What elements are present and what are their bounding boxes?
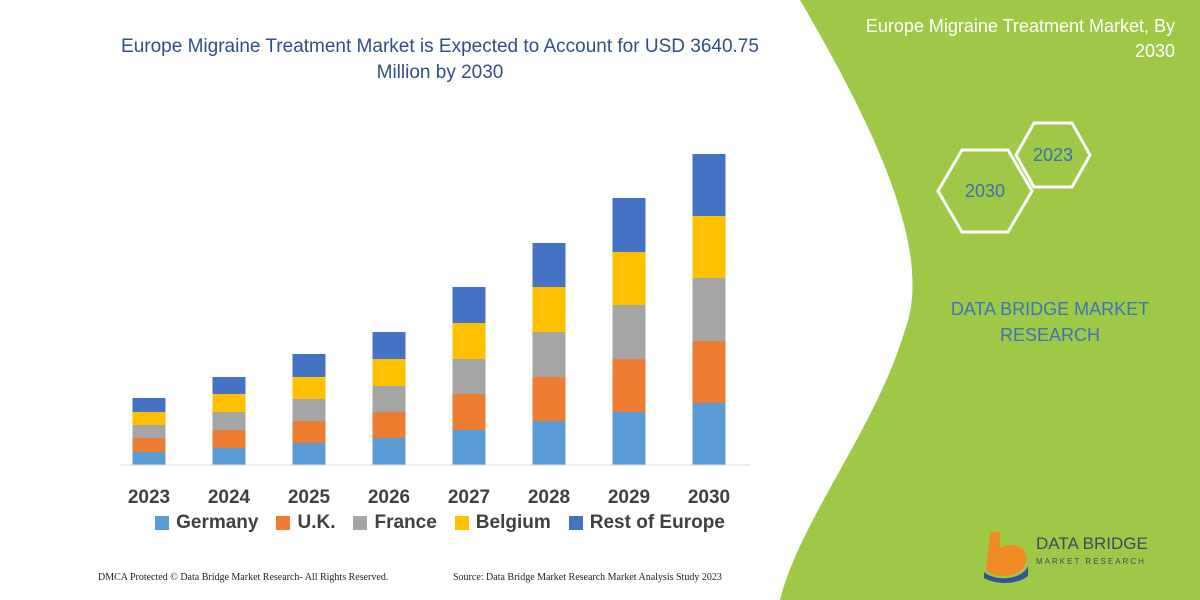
x-tick-label: 2026	[368, 487, 410, 508]
bar-segment	[612, 305, 646, 359]
bar-segment	[372, 438, 406, 465]
bar-segment	[452, 430, 486, 465]
bar-segment	[452, 359, 486, 394]
bar-segment	[292, 354, 326, 377]
hexagon-label: 2023	[1033, 145, 1073, 165]
hexagon-label: 2030	[965, 181, 1005, 201]
legend-swatch	[454, 516, 469, 530]
bar-segment	[372, 359, 406, 386]
panel-title: Europe Migraine Treatment Market, By 203…	[865, 16, 1175, 61]
plot: 2023 2024 2025 2026 2027 2028 2029 2030	[120, 154, 750, 508]
bar-segment	[612, 198, 646, 252]
bar-segment	[292, 399, 326, 421]
bar-segment	[452, 287, 486, 323]
bar-segment	[452, 323, 486, 359]
footer-text: Source: Data Bridge Market Research Mark…	[453, 572, 722, 583]
logo-name: DATA BRIDGE	[1036, 534, 1148, 553]
x-tick-label: 2025	[288, 487, 331, 508]
x-tick-label: 2029	[608, 487, 650, 508]
legend-label: Rest of Europe	[589, 512, 725, 533]
legend-label: Germany	[176, 512, 259, 533]
bar-segment	[132, 425, 166, 438]
bar-segment	[372, 386, 406, 412]
bar-segment	[292, 377, 326, 399]
bar-segment	[372, 412, 406, 438]
bar-segment	[532, 332, 566, 377]
legend-label: France	[374, 512, 437, 533]
bar-segment	[692, 278, 726, 341]
bar-segment	[532, 243, 566, 287]
logo-icon	[984, 566, 1028, 583]
hexagon	[1014, 121, 1092, 189]
legend-item: Germany	[155, 512, 258, 534]
legend-item: U.K.	[276, 512, 335, 534]
green-panel	[780, 0, 1200, 600]
bar-segment	[292, 421, 326, 443]
bar-segment	[612, 252, 646, 305]
bar-segment	[212, 412, 246, 430]
legend-item: Belgium	[454, 512, 551, 534]
x-tick-label: 2024	[208, 487, 251, 508]
x-tick-label: 2023	[128, 487, 170, 508]
bar-segment	[452, 394, 486, 430]
bar-segment	[692, 216, 726, 278]
bar-segment	[532, 421, 566, 465]
chart-title: Europe Migraine Treatment Market is Expe…	[121, 36, 759, 83]
bar-segment	[212, 394, 246, 412]
bar-segment	[692, 154, 726, 216]
bar-segment	[612, 412, 646, 465]
legend-swatch	[568, 516, 583, 530]
x-tick-label: 2028	[528, 487, 570, 508]
legend-swatch	[155, 516, 170, 530]
legend-item: France	[353, 512, 437, 534]
bar-segment	[692, 403, 726, 465]
legend-swatch	[353, 516, 368, 530]
bar-segment	[212, 430, 246, 448]
legend-label: Belgium	[475, 512, 551, 533]
legend: Germany U.K. France Belgium Rest of Europe	[120, 512, 760, 534]
x-tick-label: 2030	[688, 487, 730, 508]
bar-segment	[692, 341, 726, 403]
bar-segment	[612, 359, 646, 412]
bar-segment	[132, 452, 166, 465]
bar-segment	[532, 287, 566, 332]
bar-segment	[532, 377, 566, 421]
legend-item: Rest of Europe	[568, 512, 725, 534]
x-tick-label: 2027	[448, 487, 490, 508]
brand-text: DATA BRIDGE MARKET RESEARCH	[950, 299, 1150, 345]
bar-segment	[212, 377, 246, 394]
bar-segment	[132, 398, 166, 412]
bar-segment	[292, 443, 326, 465]
bar-segment	[372, 332, 406, 359]
legend-swatch	[276, 516, 291, 530]
footer-text: DMCA Protected © Data Bridge Market Rese…	[98, 572, 389, 583]
bar-segment	[212, 448, 246, 465]
logo-subtitle: MARKET RESEARCH	[1036, 557, 1146, 566]
bar-segment	[132, 438, 166, 452]
logo-icon	[986, 532, 1027, 577]
hexagon	[936, 148, 1034, 234]
bar-segment	[132, 412, 166, 425]
legend-label: U.K.	[297, 512, 336, 533]
